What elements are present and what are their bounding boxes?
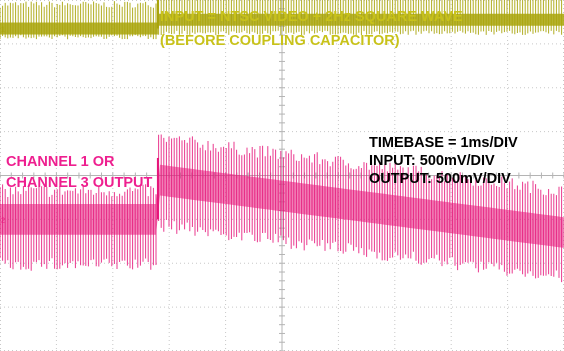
input-baseline-low bbox=[0, 22, 158, 35]
channel-label-line1: CHANNEL 1 OR bbox=[6, 154, 115, 170]
channel-marker: 2 bbox=[1, 217, 5, 224]
input-label-line2: (BEFORE COUPLING CAPACITOR) bbox=[160, 33, 400, 49]
channel-marker: 1 bbox=[1, 27, 5, 34]
channel-label-line2: CHANNEL 3 OUTPUT bbox=[6, 175, 153, 191]
input-baseline-high bbox=[157, 13, 564, 26]
output-core-band bbox=[0, 164, 564, 248]
timebase-label: TIMEBASE = 1ms/DIV bbox=[369, 135, 518, 151]
input-scale-label: INPUT: 500mV/DIV bbox=[369, 153, 495, 169]
input-trace bbox=[0, 0, 564, 40]
channel-markers: 12 bbox=[1, 27, 5, 225]
output-scale-label: OUTPUT: 500mV/DIV bbox=[369, 171, 511, 187]
output-trace bbox=[0, 134, 564, 283]
input-label-line1: INPUT = NTSC VIDEO + 2Hz SQUARE WAVE bbox=[160, 9, 463, 25]
